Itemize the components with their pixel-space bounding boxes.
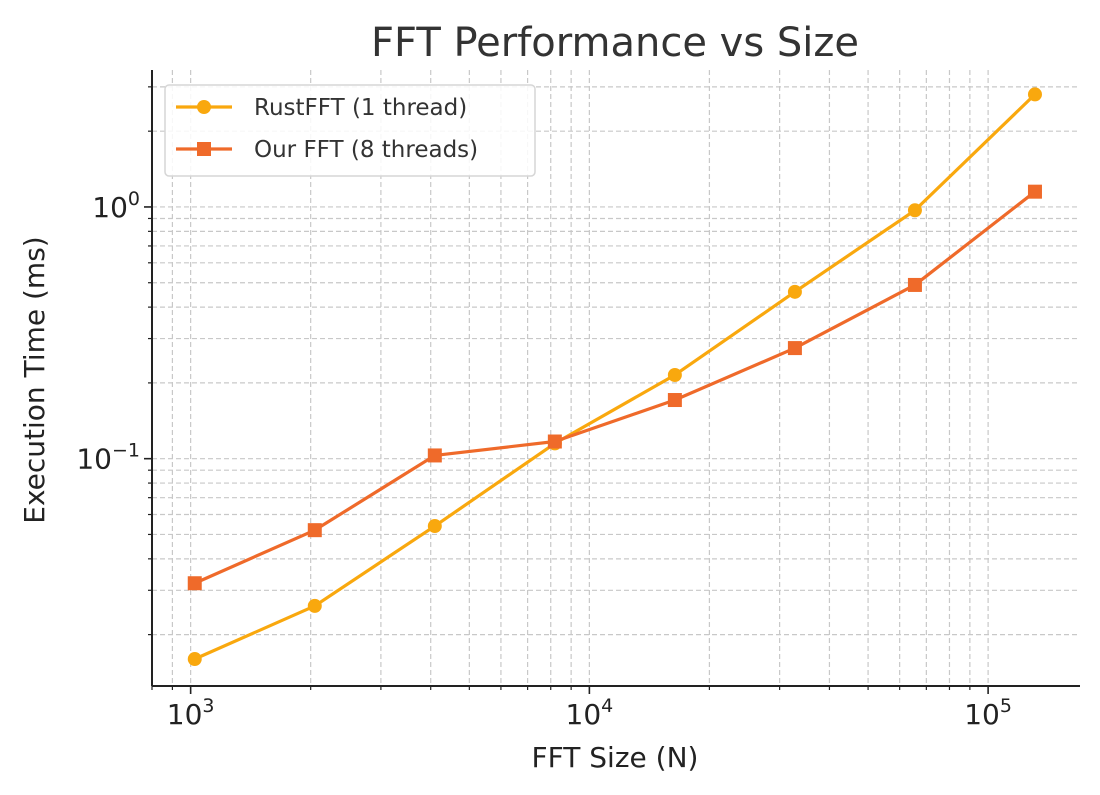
y-tick-label: 100 xyxy=(92,188,140,224)
y-axis-label: Execution Time (ms) xyxy=(18,236,51,523)
series-line-2 xyxy=(194,190,1036,585)
chart-title: FFT Performance vs Size xyxy=(371,20,859,66)
x-tick-label: 104 xyxy=(566,695,614,731)
grid xyxy=(151,70,1080,686)
data-point-circle xyxy=(307,598,322,613)
x-axis-label: FFT Size (N) xyxy=(532,741,699,774)
data-point-square xyxy=(547,434,562,449)
data-point-square xyxy=(187,576,202,591)
data-point-circle xyxy=(907,203,922,218)
data-point-square xyxy=(787,341,802,356)
data-point-square xyxy=(907,277,922,292)
x-tick-label: 105 xyxy=(964,695,1012,731)
legend-marker-square xyxy=(197,142,211,156)
axes: 103 104 105 10−1 100 xyxy=(76,70,1080,731)
x-tick-label: 103 xyxy=(167,695,215,731)
data-point-circle xyxy=(187,652,202,667)
legend-label: RustFFT (1 thread) xyxy=(254,95,467,121)
data-point-circle xyxy=(1027,87,1042,102)
series-line-1 xyxy=(194,93,1037,661)
data-point-circle xyxy=(787,284,802,299)
data-point-square xyxy=(1027,184,1042,199)
y-tick-label: 10−1 xyxy=(76,440,140,476)
data-point-square xyxy=(307,523,322,538)
legend-box xyxy=(164,84,536,177)
legend-marker-circle xyxy=(197,100,211,114)
data-point-square xyxy=(427,448,442,463)
legend-label: Our FFT (8 threads) xyxy=(254,137,478,163)
legend: RustFFT (1 thread) Our FFT (8 threads) xyxy=(164,84,536,177)
data-point-square xyxy=(667,393,682,408)
data-point-circle xyxy=(667,367,682,382)
series-layer xyxy=(187,87,1042,667)
data-point-circle xyxy=(427,519,442,534)
